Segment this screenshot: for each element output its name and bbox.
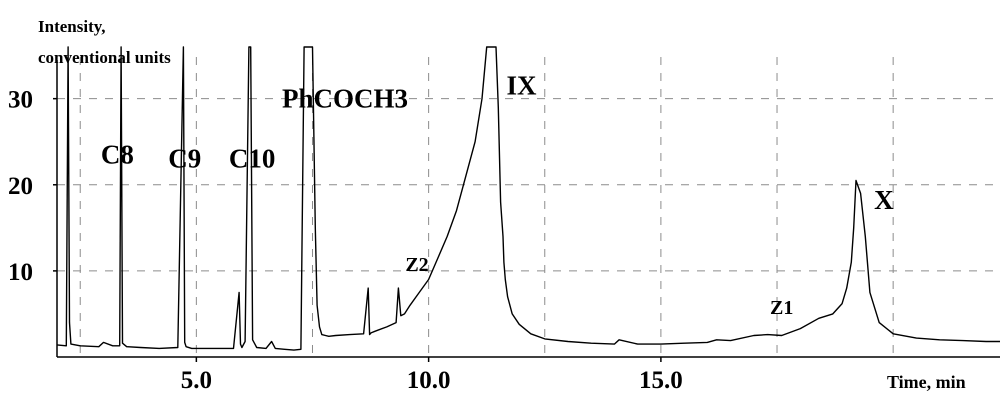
chromatogram-trace	[56, 46, 1000, 351]
y-tick-label: 30	[8, 87, 33, 114]
y-tick-label: 10	[8, 259, 33, 286]
x-tick-label: 10.0	[407, 367, 451, 394]
peak-label: IX	[507, 70, 538, 100]
y-tick-label: 20	[8, 173, 33, 200]
peak-label: C10	[229, 144, 276, 174]
axes	[56, 60, 1000, 358]
x-axis-label: Time, min	[887, 372, 966, 392]
y-axis-label-line-2: conventional units	[38, 48, 171, 67]
peak-label: PhCOCH3	[282, 83, 408, 113]
grid-lines	[57, 57, 1000, 357]
chromatogram-trace-group	[56, 46, 1000, 351]
y-axis-label-line-1: Intensity,	[38, 17, 106, 36]
peak-label: Z2	[405, 254, 428, 276]
peak-label: Z1	[770, 297, 793, 319]
peak-label: C8	[101, 139, 134, 169]
tick-labels: 10 20 30 5.0 10.0 15.0	[8, 87, 683, 394]
x-tick-label: 5.0	[181, 367, 212, 394]
peak-label: X	[874, 185, 894, 215]
x-tick-label: 15.0	[639, 367, 683, 394]
peak-label: C9	[168, 144, 201, 174]
peak-labels: C8 C9 C10 PhCOCH3 IX Z2 Z1 X	[101, 70, 894, 319]
